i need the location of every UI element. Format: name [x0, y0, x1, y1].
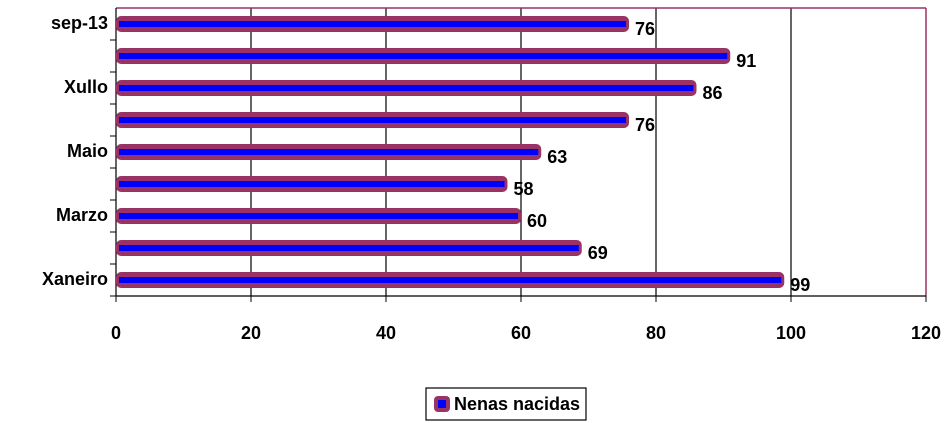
legend-box	[425, 387, 587, 421]
legend-swatch-inner	[438, 400, 446, 408]
bar-group	[116, 16, 629, 32]
bar-group	[116, 176, 508, 192]
y-tick-label: Marzo	[56, 205, 108, 225]
x-tick-label: 120	[911, 323, 941, 343]
bar-inner	[119, 85, 694, 91]
bar-inner	[119, 245, 579, 251]
data-label: 76	[635, 115, 655, 135]
x-tick-label: 0	[111, 323, 121, 343]
x-tick-label: 60	[511, 323, 531, 343]
y-tick-label: sep-13	[51, 13, 108, 33]
data-label: 76	[635, 19, 655, 39]
legend-label: Nenas nacidas	[454, 394, 580, 414]
y-tick-label: Xaneiro	[42, 269, 108, 289]
bar-group	[116, 80, 697, 96]
bar-inner	[119, 149, 539, 155]
bar-group	[116, 48, 731, 64]
bar-group	[116, 240, 582, 256]
bar-inner	[119, 213, 518, 219]
bar-inner	[119, 181, 505, 187]
bar-group	[116, 272, 785, 288]
bar-group	[116, 112, 629, 128]
y-tick-label: Xullo	[64, 77, 108, 97]
bar-inner	[119, 277, 782, 283]
x-tick-label: 20	[241, 323, 261, 343]
data-label: 69	[588, 243, 608, 263]
bar-inner	[119, 21, 626, 27]
bar-group	[116, 144, 542, 160]
x-tick-label: 80	[646, 323, 666, 343]
data-label: 60	[527, 211, 547, 231]
x-tick-label: 100	[776, 323, 806, 343]
data-label: 99	[790, 275, 810, 295]
data-label: 86	[703, 83, 723, 103]
x-tick-label: 40	[376, 323, 396, 343]
legend: Nenas nacidas	[425, 387, 587, 421]
bar-inner	[119, 53, 728, 59]
data-label: 58	[514, 179, 534, 199]
data-label: 63	[547, 147, 567, 167]
data-label: 91	[736, 51, 756, 71]
y-tick-label: Maio	[67, 141, 108, 161]
bar-group	[116, 208, 521, 224]
bar-inner	[119, 117, 626, 123]
